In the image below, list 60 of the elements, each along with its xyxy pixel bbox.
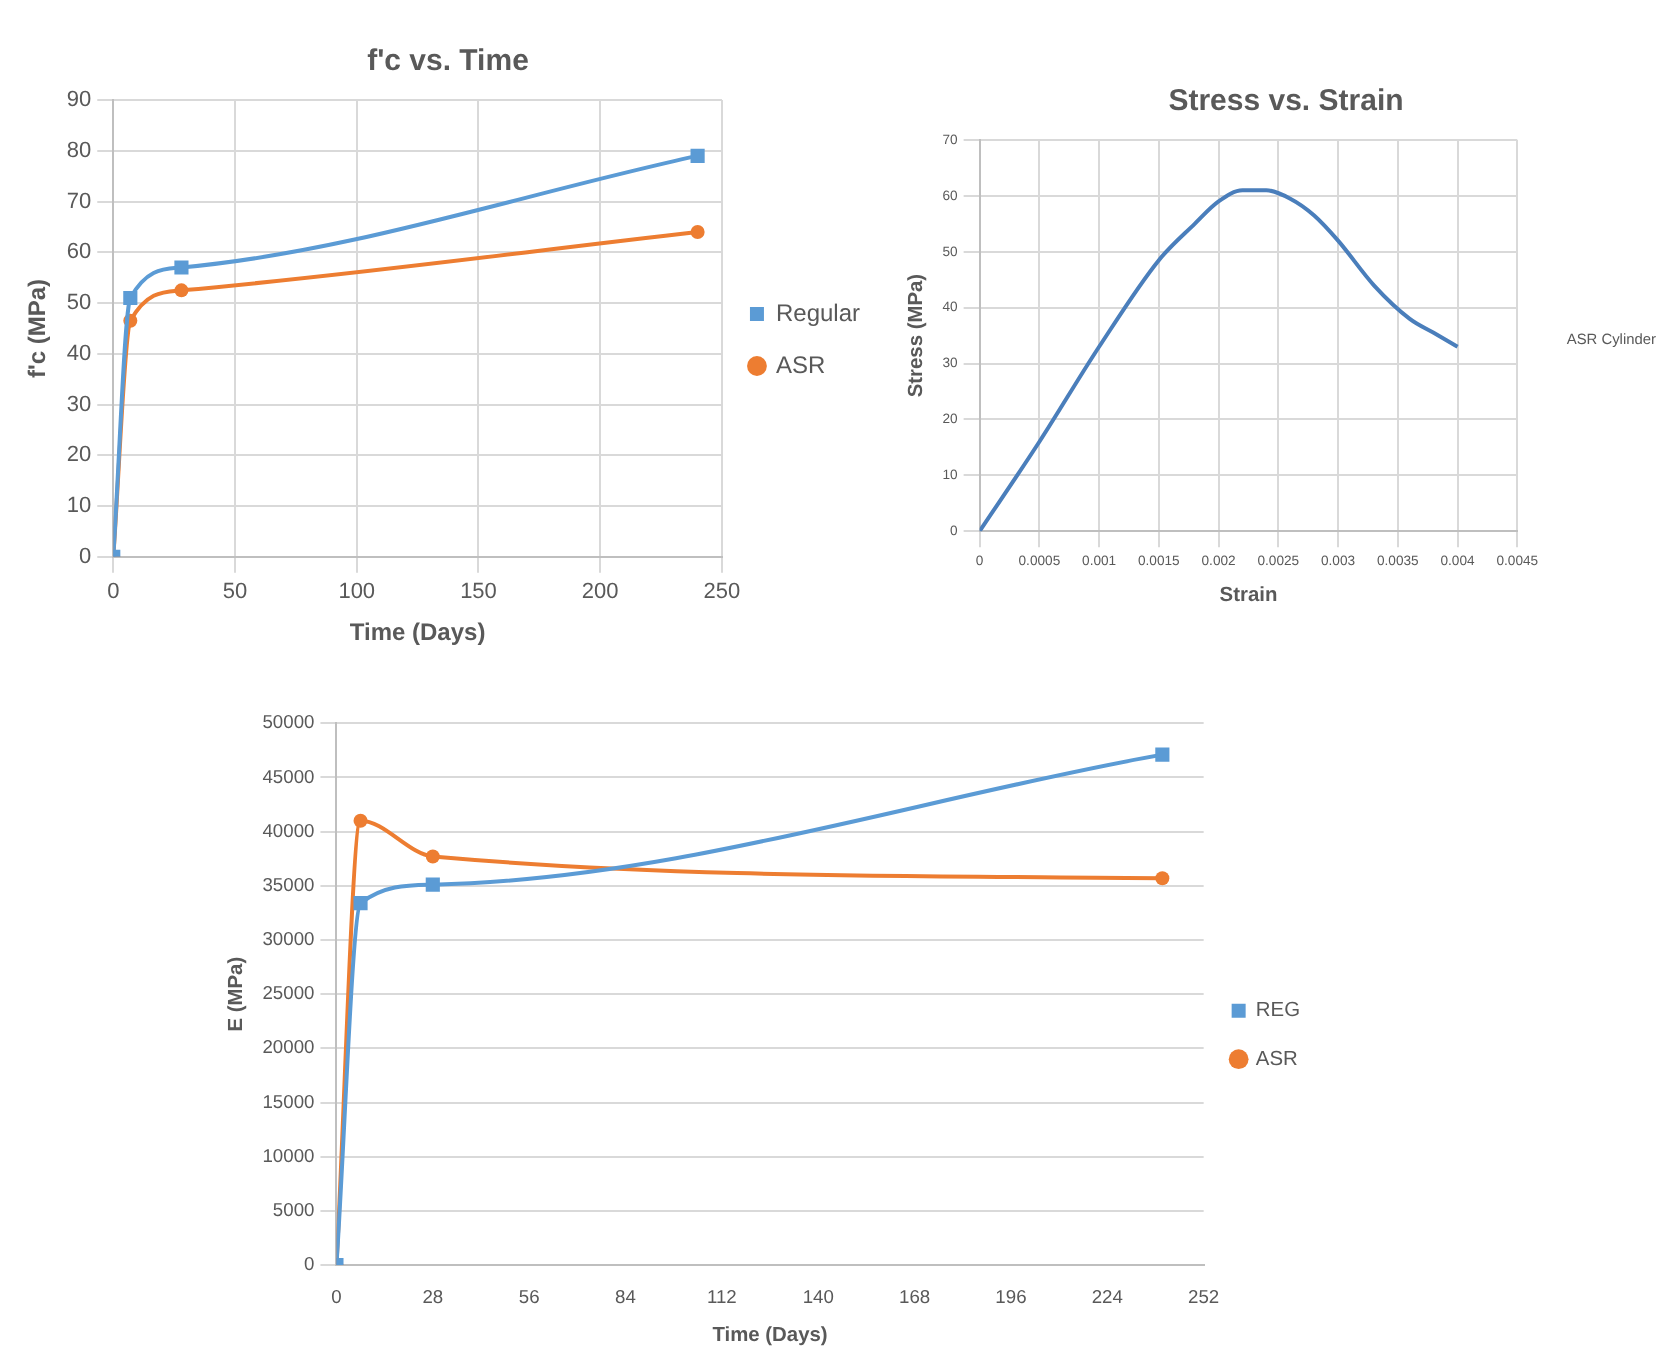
x-tick-label: 150 (460, 580, 497, 605)
point (353, 813, 368, 828)
y-tick-label: 50000 (262, 712, 315, 733)
legend-label: REG (1255, 1000, 1301, 1023)
chart-title: Stress vs. Strain (1168, 84, 1404, 119)
legend-label: ASR (1255, 1048, 1298, 1071)
line-series (979, 188, 1460, 532)
point (1155, 747, 1170, 762)
y-tick-label: 30000 (262, 929, 315, 950)
x-tick-label: 84 (615, 1287, 636, 1308)
legend-label: ASR (775, 350, 826, 379)
x-tick-label: 252 (1188, 1287, 1220, 1308)
x-tick-label: 50 (222, 580, 248, 605)
y-tick-label: 90 (66, 88, 92, 113)
x-tick-label: 196 (995, 1287, 1027, 1308)
y-tick-label: 10 (66, 494, 92, 519)
point (353, 896, 368, 911)
y-tick-label: 60 (66, 240, 92, 265)
x-tick-label: 0 (331, 1287, 342, 1308)
y-axis-title: E (MPa) (225, 956, 248, 1032)
x-axis-title: Strain (1219, 585, 1278, 608)
y-tick-label: 40000 (262, 820, 315, 841)
chart-title: f'c vs. Time (367, 44, 529, 79)
x-tick-label: 140 (802, 1287, 834, 1308)
y-tick-label: 5000 (272, 1200, 315, 1221)
y-axis-title: f'c (MPa) (23, 278, 52, 378)
y-tick-label: 35000 (262, 874, 315, 895)
y-tick-label: 80 (66, 138, 92, 163)
point (1155, 871, 1170, 886)
y-tick-label: 45000 (262, 766, 315, 787)
point (690, 148, 705, 163)
x-tick-label: 100 (338, 580, 376, 605)
x-tick-label: 0 (107, 580, 120, 605)
point (425, 877, 440, 892)
x-axis-title: Time (Days) (349, 618, 486, 647)
point (425, 849, 440, 864)
y-tick-label: 20 (66, 443, 92, 468)
x-tick-label: 250 (703, 580, 741, 605)
y-tick-label: 25000 (262, 983, 315, 1004)
x-tick-label: 28 (422, 1287, 444, 1308)
y-tick-label: 30 (66, 392, 92, 417)
y-tick-label: 70 (66, 189, 92, 214)
x-tick-label: 200 (581, 580, 619, 605)
y-tick-label: 50 (66, 291, 92, 316)
y-tick-label: 0 (304, 1254, 315, 1275)
y-tick-label: 40 (66, 341, 92, 366)
point (174, 260, 189, 275)
point (174, 283, 189, 298)
legend-label: Regular (775, 298, 861, 327)
y-tick-label: 15000 (262, 1091, 315, 1112)
y-tick-label: 20000 (262, 1037, 315, 1058)
x-tick-label: 112 (706, 1287, 737, 1308)
x-tick-label: 224 (1091, 1287, 1123, 1308)
point (690, 224, 705, 239)
x-tick-label: 56 (518, 1287, 540, 1308)
y-tick-label: 10000 (262, 1145, 315, 1166)
x-tick-label: 168 (898, 1287, 931, 1308)
x-axis-title: Time (Days) (712, 1325, 828, 1348)
y-axis-title: Stress (MPa) (905, 273, 928, 398)
point (123, 290, 138, 306)
